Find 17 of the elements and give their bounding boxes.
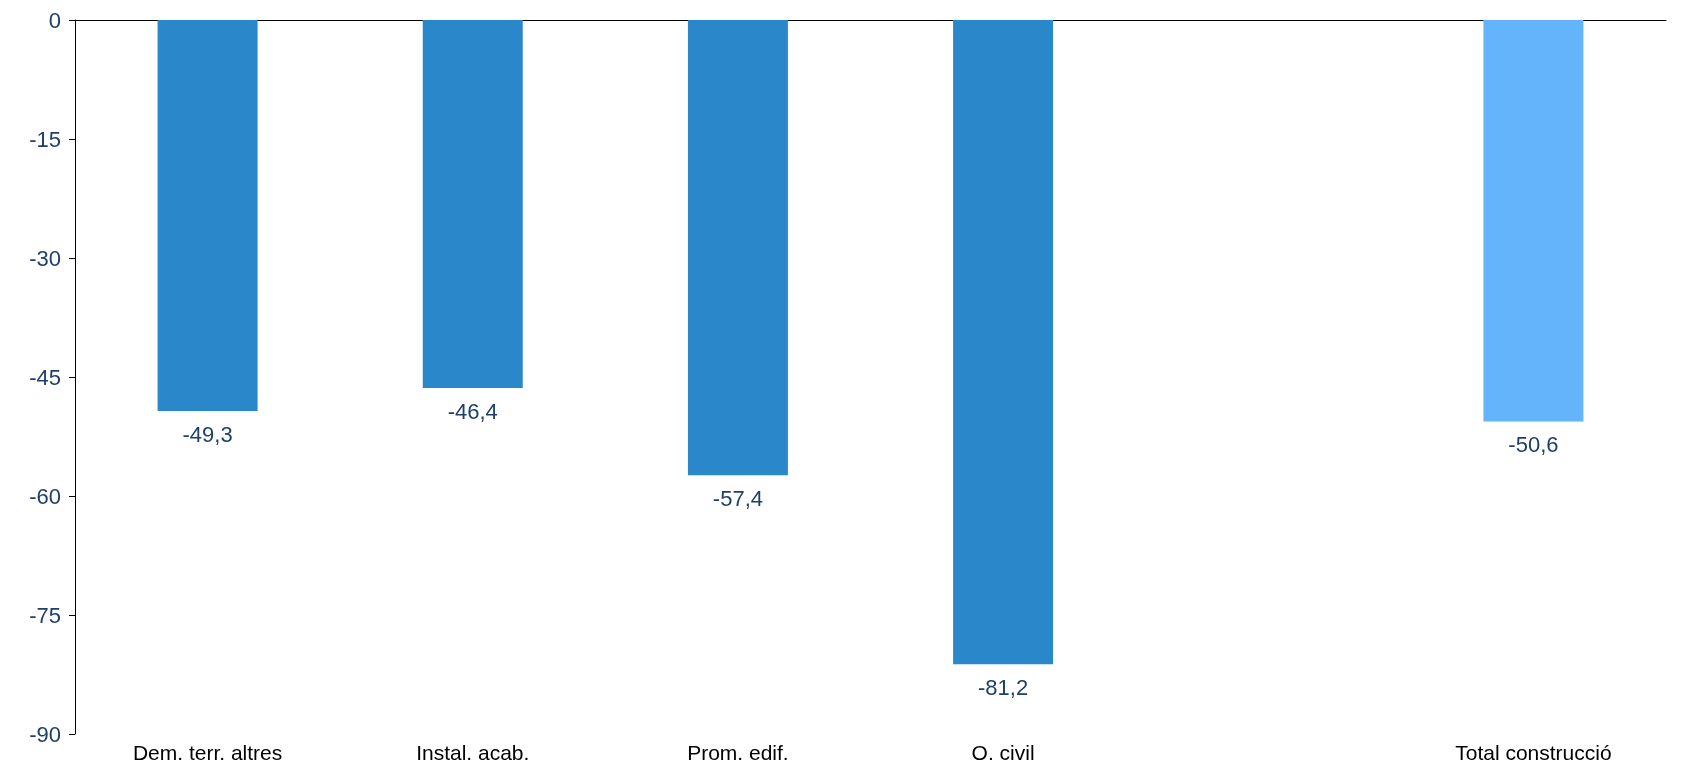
y-tick-label: -90 (29, 721, 61, 747)
data-label: -81,2 (978, 674, 1029, 700)
y-tick-label: 0 (48, 7, 61, 33)
data-label: -57,4 (712, 485, 763, 511)
x-tick-label: Total construcció (1455, 741, 1612, 764)
y-tick-label: -45 (29, 364, 61, 390)
x-tick-label: Prom. edif. (687, 741, 789, 764)
y-tick-label: -15 (29, 126, 61, 152)
data-label: -49,3 (182, 421, 233, 447)
x-tick-label: O. civil (971, 741, 1035, 764)
y-tick-label: -75 (29, 602, 61, 628)
x-tick-label: Dem. terr. altres (132, 741, 283, 764)
y-tick-label: -30 (29, 245, 61, 271)
x-tick-label: Instal. acab. (416, 741, 530, 764)
data-label: -50,6 (1508, 431, 1559, 457)
y-tick-label: -60 (29, 483, 61, 509)
data-label: -46,4 (447, 398, 498, 424)
